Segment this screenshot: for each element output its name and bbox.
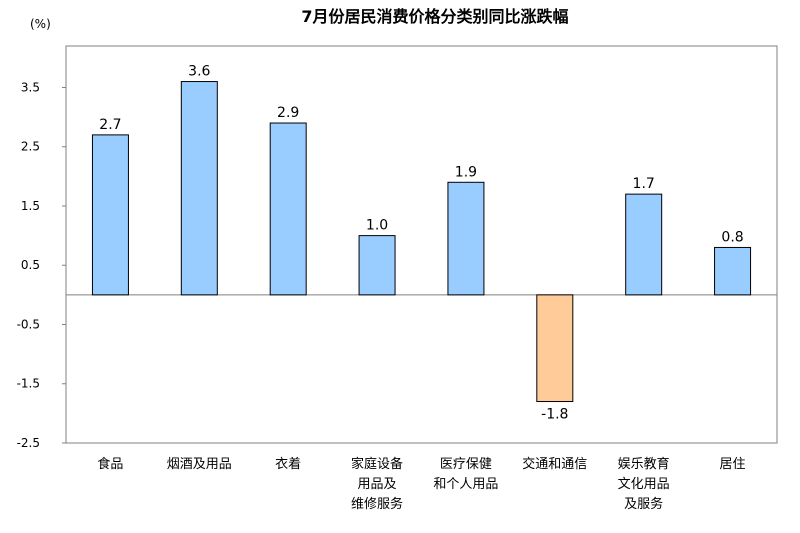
- bar-value-label: 0.8: [721, 229, 743, 245]
- bars: [91, 81, 752, 403]
- y-tick-label: -2.5: [17, 436, 40, 450]
- y-tick-label: -1.5: [17, 377, 40, 391]
- y-tick-label: 2.5: [21, 140, 40, 154]
- y-tick-label: 1.5: [21, 199, 40, 213]
- bar: [447, 181, 485, 296]
- plot-frame: [65, 45, 778, 444]
- y-tick-label: 3.5: [21, 80, 40, 94]
- bar-value-label: 2.7: [99, 117, 121, 133]
- bar: [91, 134, 129, 296]
- category-label: 娱乐教育文化用品及服务: [618, 456, 670, 512]
- bar: [536, 294, 574, 403]
- y-tick-label: -0.5: [17, 317, 40, 331]
- bar: [625, 193, 663, 296]
- category-label: 食品: [97, 456, 123, 472]
- bar-value-label: 1.0: [366, 218, 388, 234]
- bar-value-label: 3.6: [188, 64, 210, 80]
- bar-value-label: -1.8: [541, 407, 568, 423]
- bar-value-label: 1.7: [633, 176, 655, 192]
- category-label: 烟酒及用品: [167, 457, 232, 472]
- bar: [180, 81, 218, 296]
- unit-label: (%): [30, 17, 51, 31]
- bar-value-label: 1.9: [455, 164, 477, 180]
- y-axis: 3.5 2.5 1.5 0.5 -0.5 -1.5 -2.5: [17, 46, 777, 450]
- category-label: 交通和通信: [522, 456, 587, 472]
- chart-title: 7月份居民消费价格分类别同比涨跌幅: [301, 7, 568, 26]
- category-label: 衣着: [275, 456, 301, 472]
- bar: [714, 246, 752, 296]
- category-label: 家庭设备用品及维修服务: [351, 456, 403, 512]
- bar: [269, 122, 307, 296]
- category-label: 居住: [720, 457, 746, 472]
- y-tick-label: 0.5: [21, 258, 40, 272]
- category-label: 医疗保健和个人用品: [433, 457, 498, 492]
- bar: [358, 235, 396, 296]
- bar-value-label: 2.9: [277, 105, 299, 121]
- value-labels: 2.7 3.6 2.9 1.0 1.9 -1.8 1.7 0.8: [99, 64, 743, 423]
